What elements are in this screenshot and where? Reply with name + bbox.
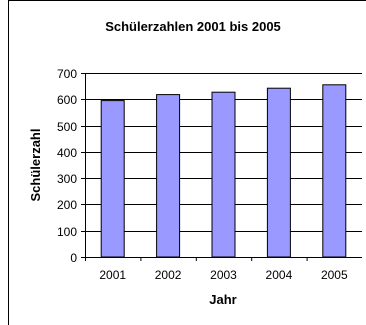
bar-2001 xyxy=(100,100,125,258)
x-tick-label-2003: 2003 xyxy=(210,268,237,282)
y-tick-label-0: 0 xyxy=(70,251,77,265)
bar-2002 xyxy=(156,94,181,258)
x-tick-label-2001: 2001 xyxy=(99,268,126,282)
y-tick-label-100: 100 xyxy=(57,225,77,239)
y-tick-label-600: 600 xyxy=(57,93,77,107)
bar-2003 xyxy=(211,91,236,258)
x-tick-label-2002: 2002 xyxy=(155,268,182,282)
y-tick-labels: 0 100 200 300 400 500 600 700 xyxy=(57,67,85,265)
axes xyxy=(85,73,362,258)
bar-2004 xyxy=(266,87,291,258)
y-tick-label-300: 300 xyxy=(57,172,77,186)
bar-2005 xyxy=(322,84,347,258)
x-tick-label-2005: 2005 xyxy=(321,268,348,282)
y-axis-label: Schülerzahl xyxy=(28,129,43,202)
bars xyxy=(100,84,347,258)
y-tick-label-200: 200 xyxy=(57,198,77,212)
y-tick-label-400: 400 xyxy=(57,146,77,160)
x-axis-label: Jahr xyxy=(209,292,236,307)
chart-title: Schülerzahlen 2001 bis 2005 xyxy=(105,19,281,34)
y-tick-label-700: 700 xyxy=(57,67,77,81)
y-tick-label-500: 500 xyxy=(57,120,77,134)
x-tick-labels: 2001 2002 2003 2004 2005 xyxy=(85,257,348,282)
x-tick-label-2004: 2004 xyxy=(266,268,293,282)
